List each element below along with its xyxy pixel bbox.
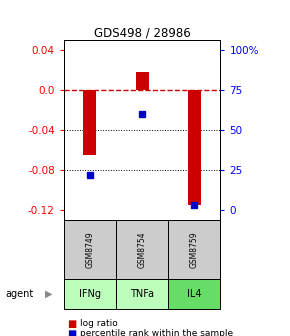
Bar (83, 90, 96, 155)
Text: ▶: ▶ (45, 289, 52, 299)
Text: ■: ■ (67, 329, 76, 336)
Text: IFNg: IFNg (79, 289, 101, 299)
Text: GSM8754: GSM8754 (137, 231, 147, 268)
Text: GSM8759: GSM8759 (190, 231, 199, 268)
Title: GDS498 / 28986: GDS498 / 28986 (94, 26, 191, 39)
Text: TNFa: TNFa (130, 289, 154, 299)
Text: agent: agent (6, 289, 34, 299)
Text: log ratio: log ratio (80, 319, 117, 328)
Text: percentile rank within the sample: percentile rank within the sample (80, 329, 233, 336)
Text: ■: ■ (67, 319, 76, 329)
Text: GSM8749: GSM8749 (85, 231, 95, 268)
Text: IL4: IL4 (187, 289, 202, 299)
Bar (188, 90, 201, 205)
Bar (135, 72, 148, 90)
